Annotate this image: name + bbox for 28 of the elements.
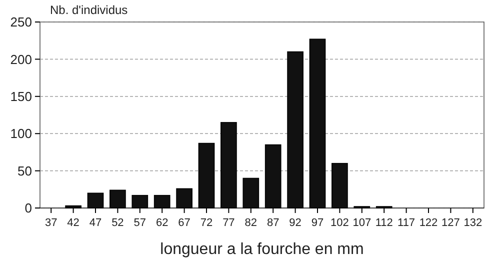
x-tick-label: 77 bbox=[222, 217, 235, 229]
x-tick-label: 42 bbox=[67, 217, 80, 229]
x-tick-label: 122 bbox=[419, 217, 438, 229]
x-tick-label: 112 bbox=[375, 217, 393, 229]
y-tick-label: 0 bbox=[24, 200, 32, 216]
y-axis-title: Nb. d'individus bbox=[50, 3, 128, 17]
y-tick-label: 200 bbox=[10, 52, 32, 67]
x-tick-label: 97 bbox=[311, 217, 324, 229]
x-tick-label: 107 bbox=[352, 217, 372, 229]
y-tick-label: 50 bbox=[18, 163, 32, 178]
x-tick-label: 127 bbox=[442, 217, 460, 229]
x-tick-label: 57 bbox=[134, 217, 146, 229]
x-tick-label: 82 bbox=[244, 217, 258, 229]
x-tick-label: 72 bbox=[200, 217, 213, 229]
x-tick-label: 117 bbox=[398, 217, 416, 229]
x-tick-label: 62 bbox=[156, 217, 168, 229]
y-tick-label: 250 bbox=[10, 14, 32, 30]
x-tick-label: 92 bbox=[289, 217, 302, 229]
x-tick-label: 67 bbox=[178, 217, 190, 229]
y-tick-label: 100 bbox=[10, 126, 32, 142]
x-tick-label: 132 bbox=[464, 217, 482, 229]
y-tick-label: 150 bbox=[10, 88, 32, 104]
x-tick-label: 102 bbox=[330, 217, 349, 229]
x-tick-label: 52 bbox=[112, 217, 124, 229]
x-tick-label: 87 bbox=[266, 217, 280, 229]
x-axis-title: longueur a la fourche en mm bbox=[160, 241, 364, 258]
x-tick-label: 47 bbox=[89, 217, 102, 229]
x-tick-label: 37 bbox=[44, 217, 58, 229]
